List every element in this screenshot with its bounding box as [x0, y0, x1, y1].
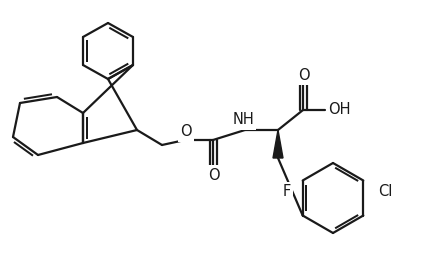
Text: O: O [298, 68, 310, 83]
Text: NH: NH [232, 112, 254, 128]
Text: O: O [180, 125, 192, 140]
Text: Cl: Cl [378, 184, 392, 199]
Polygon shape [273, 130, 283, 158]
Text: O: O [208, 168, 220, 182]
Text: OH: OH [328, 102, 350, 118]
Text: F: F [282, 184, 291, 199]
